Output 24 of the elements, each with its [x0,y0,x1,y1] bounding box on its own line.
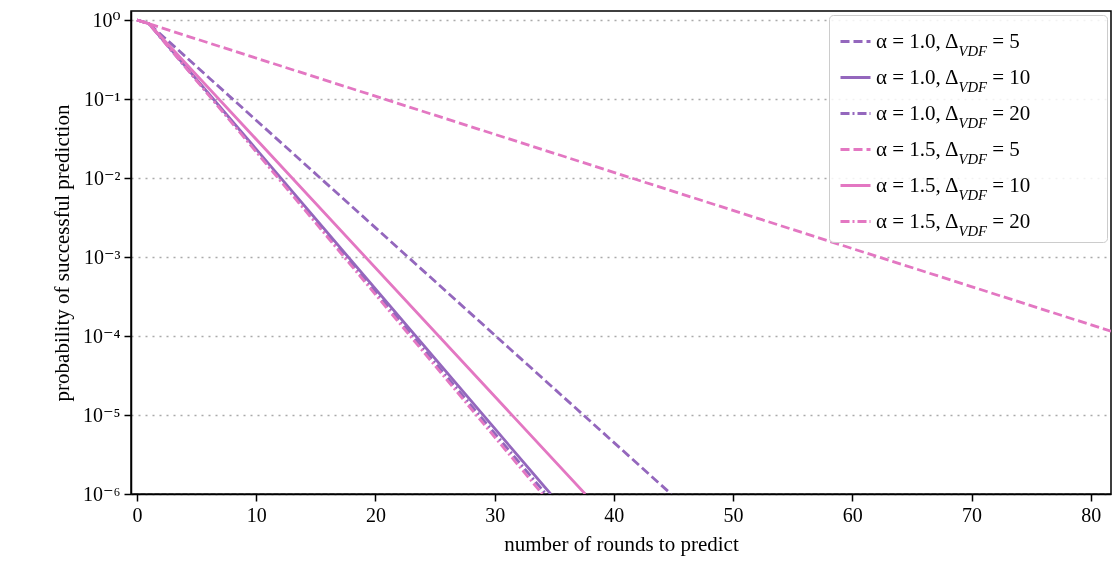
x-tick-label: 20 [365,503,386,526]
y-tick-label: 10⁻⁵ [82,403,121,426]
x-tick-label: 70 [962,503,983,526]
legend-label: α = 1.0, Δ$_{VDF}$ = 10 [876,64,1031,95]
x-tick-label: 80 [1081,503,1102,526]
x-tick-label: 10 [246,503,267,526]
x-axis-title: number of rounds to predict [504,531,739,556]
legend-label: α = 1.0, Δ$_{VDF}$ = 5 [876,28,1020,59]
x-tick-label: 0 [132,503,143,526]
y-tick-label: 10⁻⁴ [82,324,121,347]
y-axis-title: probability of successful prediction [49,104,74,402]
legend-label: α = 1.5, Δ$_{VDF}$ = 10 [876,172,1031,203]
legend-label: α = 1.5, Δ$_{VDF}$ = 5 [876,136,1020,167]
y-tick-label: 10⁻⁶ [82,482,121,505]
legend-label: α = 1.5, Δ$_{VDF}$ = 20 [876,208,1031,239]
y-tick-label: 10⁻¹ [83,87,121,110]
x-tick-label: 50 [723,503,744,526]
x-tick-label: 60 [842,503,863,526]
legend-label: α = 1.0, Δ$_{VDF}$ = 20 [876,100,1031,131]
y-tick-label: 10⁰ [92,8,121,31]
y-tick-label: 10⁻² [83,166,121,189]
x-tick-label: 40 [604,503,625,526]
y-tick-label: 10⁻³ [83,245,121,268]
x-tick-label: 30 [485,503,506,526]
